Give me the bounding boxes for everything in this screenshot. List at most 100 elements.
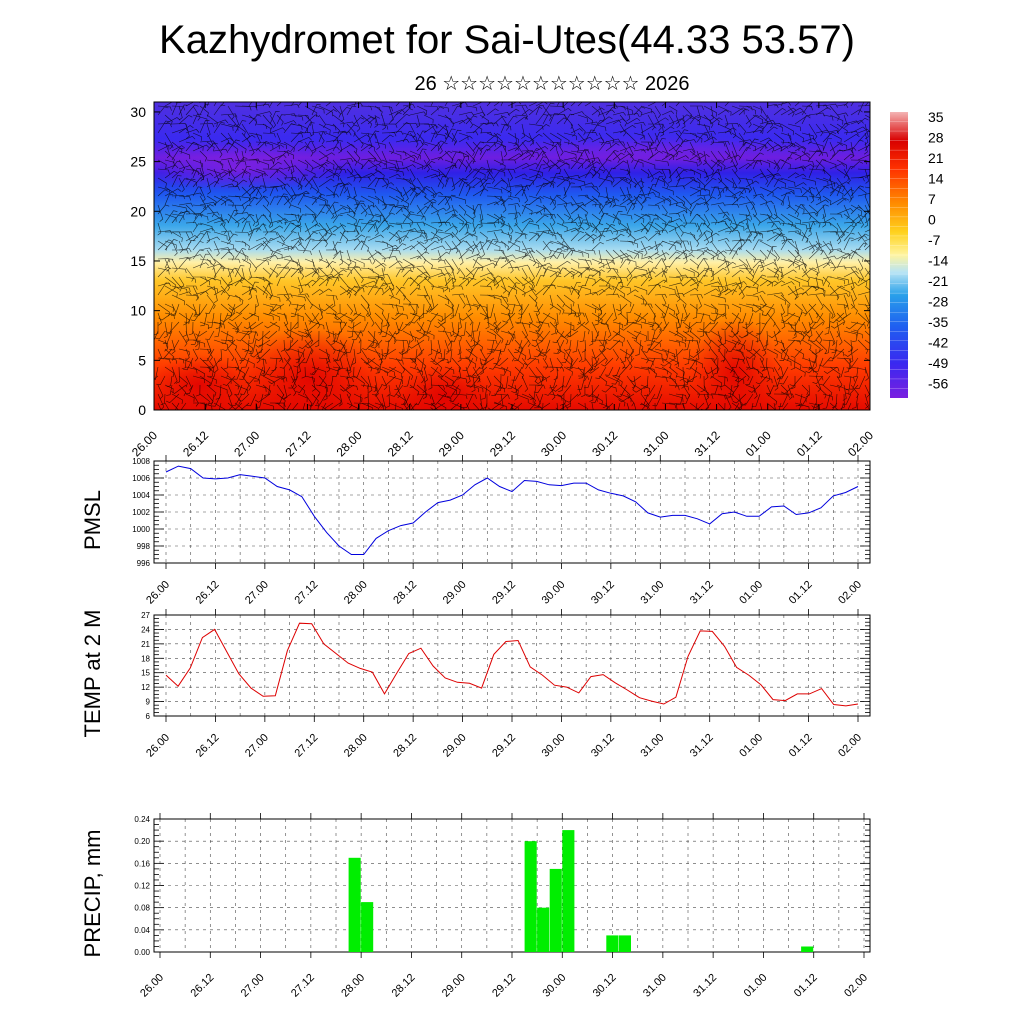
wind-barb xyxy=(742,321,754,329)
wind-barb xyxy=(850,161,864,170)
wind-barb xyxy=(689,141,696,156)
wind-barb xyxy=(612,321,624,329)
wind-barb xyxy=(308,312,320,323)
wind-barb xyxy=(738,123,746,136)
wind-barb xyxy=(514,254,532,260)
pmsl-series-line xyxy=(165,465,859,555)
wind-barb xyxy=(262,384,271,395)
layer-temp-x-label-9: 30.12 xyxy=(589,732,617,760)
colorbar-label-10: -35 xyxy=(928,314,948,330)
wind-barb xyxy=(360,384,377,392)
wind-barb xyxy=(178,231,194,236)
wind-barb xyxy=(359,321,369,332)
wind-barb xyxy=(425,303,439,313)
wind-barb xyxy=(325,357,331,373)
wind-barb xyxy=(416,143,428,152)
wind-barb xyxy=(451,177,456,192)
wind-barb xyxy=(696,222,703,237)
wind-barb xyxy=(297,214,307,224)
wind-barb xyxy=(633,132,646,140)
wind-barb xyxy=(605,258,611,273)
wind-barb xyxy=(814,357,824,372)
wind-barb xyxy=(217,348,223,362)
layer-pmsl-x-label-2: 27.00 xyxy=(243,579,271,607)
wind-barb xyxy=(206,258,215,271)
wind-barb xyxy=(360,159,373,170)
wind-barb xyxy=(668,130,682,135)
precip-bar-5 xyxy=(562,830,575,952)
wind-barb xyxy=(815,177,829,186)
wind-barb xyxy=(262,255,278,260)
wind-barb xyxy=(668,166,683,179)
wind-barb xyxy=(853,321,866,332)
wind-barb xyxy=(269,303,282,310)
colorbar-label-6: -7 xyxy=(928,232,941,248)
wind-barb xyxy=(710,366,714,379)
wind-barb xyxy=(647,150,663,161)
wind-barb xyxy=(752,193,765,198)
wind-barb xyxy=(612,228,628,233)
wind-barb xyxy=(709,105,714,121)
wind-barb xyxy=(220,312,236,323)
wind-barb xyxy=(584,166,597,179)
wind-barb xyxy=(493,215,506,224)
wind-barb xyxy=(773,123,783,132)
wind-barb xyxy=(325,201,339,215)
wind-barb xyxy=(794,165,807,170)
wind-barb xyxy=(566,393,572,408)
wind-barb xyxy=(248,330,257,344)
wind-barb xyxy=(805,366,817,374)
wind-barb xyxy=(451,151,461,161)
wind-barb xyxy=(654,131,664,143)
wind-barb xyxy=(570,230,584,242)
wind-barb xyxy=(437,330,452,337)
wind-barb xyxy=(428,339,433,356)
wind-barb xyxy=(857,233,869,242)
wind-barb xyxy=(304,114,320,125)
wind-barb xyxy=(598,159,606,174)
wind-barb xyxy=(738,213,752,220)
wind-barb xyxy=(556,260,571,269)
wind-barb xyxy=(836,185,846,197)
wind-barb xyxy=(486,267,496,284)
wind-barb xyxy=(710,285,727,291)
wind-barb xyxy=(234,321,240,334)
wind-barb xyxy=(766,276,779,281)
wind-barb xyxy=(748,357,754,370)
wind-barb xyxy=(479,204,484,222)
wind-barb xyxy=(812,349,817,364)
wind-barb xyxy=(325,193,339,198)
layer-pmsl-x-label-8: 30.00 xyxy=(540,579,568,607)
wind-barb xyxy=(381,213,390,231)
wind-barb xyxy=(534,393,544,409)
wind-barb xyxy=(157,230,173,235)
wind-barb xyxy=(824,339,831,355)
wind-barb xyxy=(738,276,743,290)
wind-barb xyxy=(514,321,531,329)
wind-barb xyxy=(213,357,219,373)
wind-barb xyxy=(367,249,376,265)
wind-barb xyxy=(528,330,539,338)
wind-barb xyxy=(640,384,650,393)
wind-barb xyxy=(298,339,313,350)
wind-barb xyxy=(808,339,821,353)
wind-barb xyxy=(437,231,453,238)
wind-barb xyxy=(227,213,240,228)
wind-barb xyxy=(241,186,257,197)
wind-barb xyxy=(745,276,759,289)
wind-barb xyxy=(864,229,870,233)
wind-barb xyxy=(318,161,330,170)
wind-barb xyxy=(339,289,353,296)
wind-barb xyxy=(724,261,737,269)
wind-barb xyxy=(639,123,644,140)
wind-barb xyxy=(206,384,217,397)
wind-barb xyxy=(311,366,327,376)
wind-barb xyxy=(241,348,252,356)
wind-barb xyxy=(864,141,870,152)
wind-barb xyxy=(199,287,215,296)
wind-barb xyxy=(276,402,287,410)
wind-barb xyxy=(703,384,710,401)
wind-barb xyxy=(362,339,376,351)
wind-barb xyxy=(318,178,335,188)
wind-barb xyxy=(444,213,458,224)
